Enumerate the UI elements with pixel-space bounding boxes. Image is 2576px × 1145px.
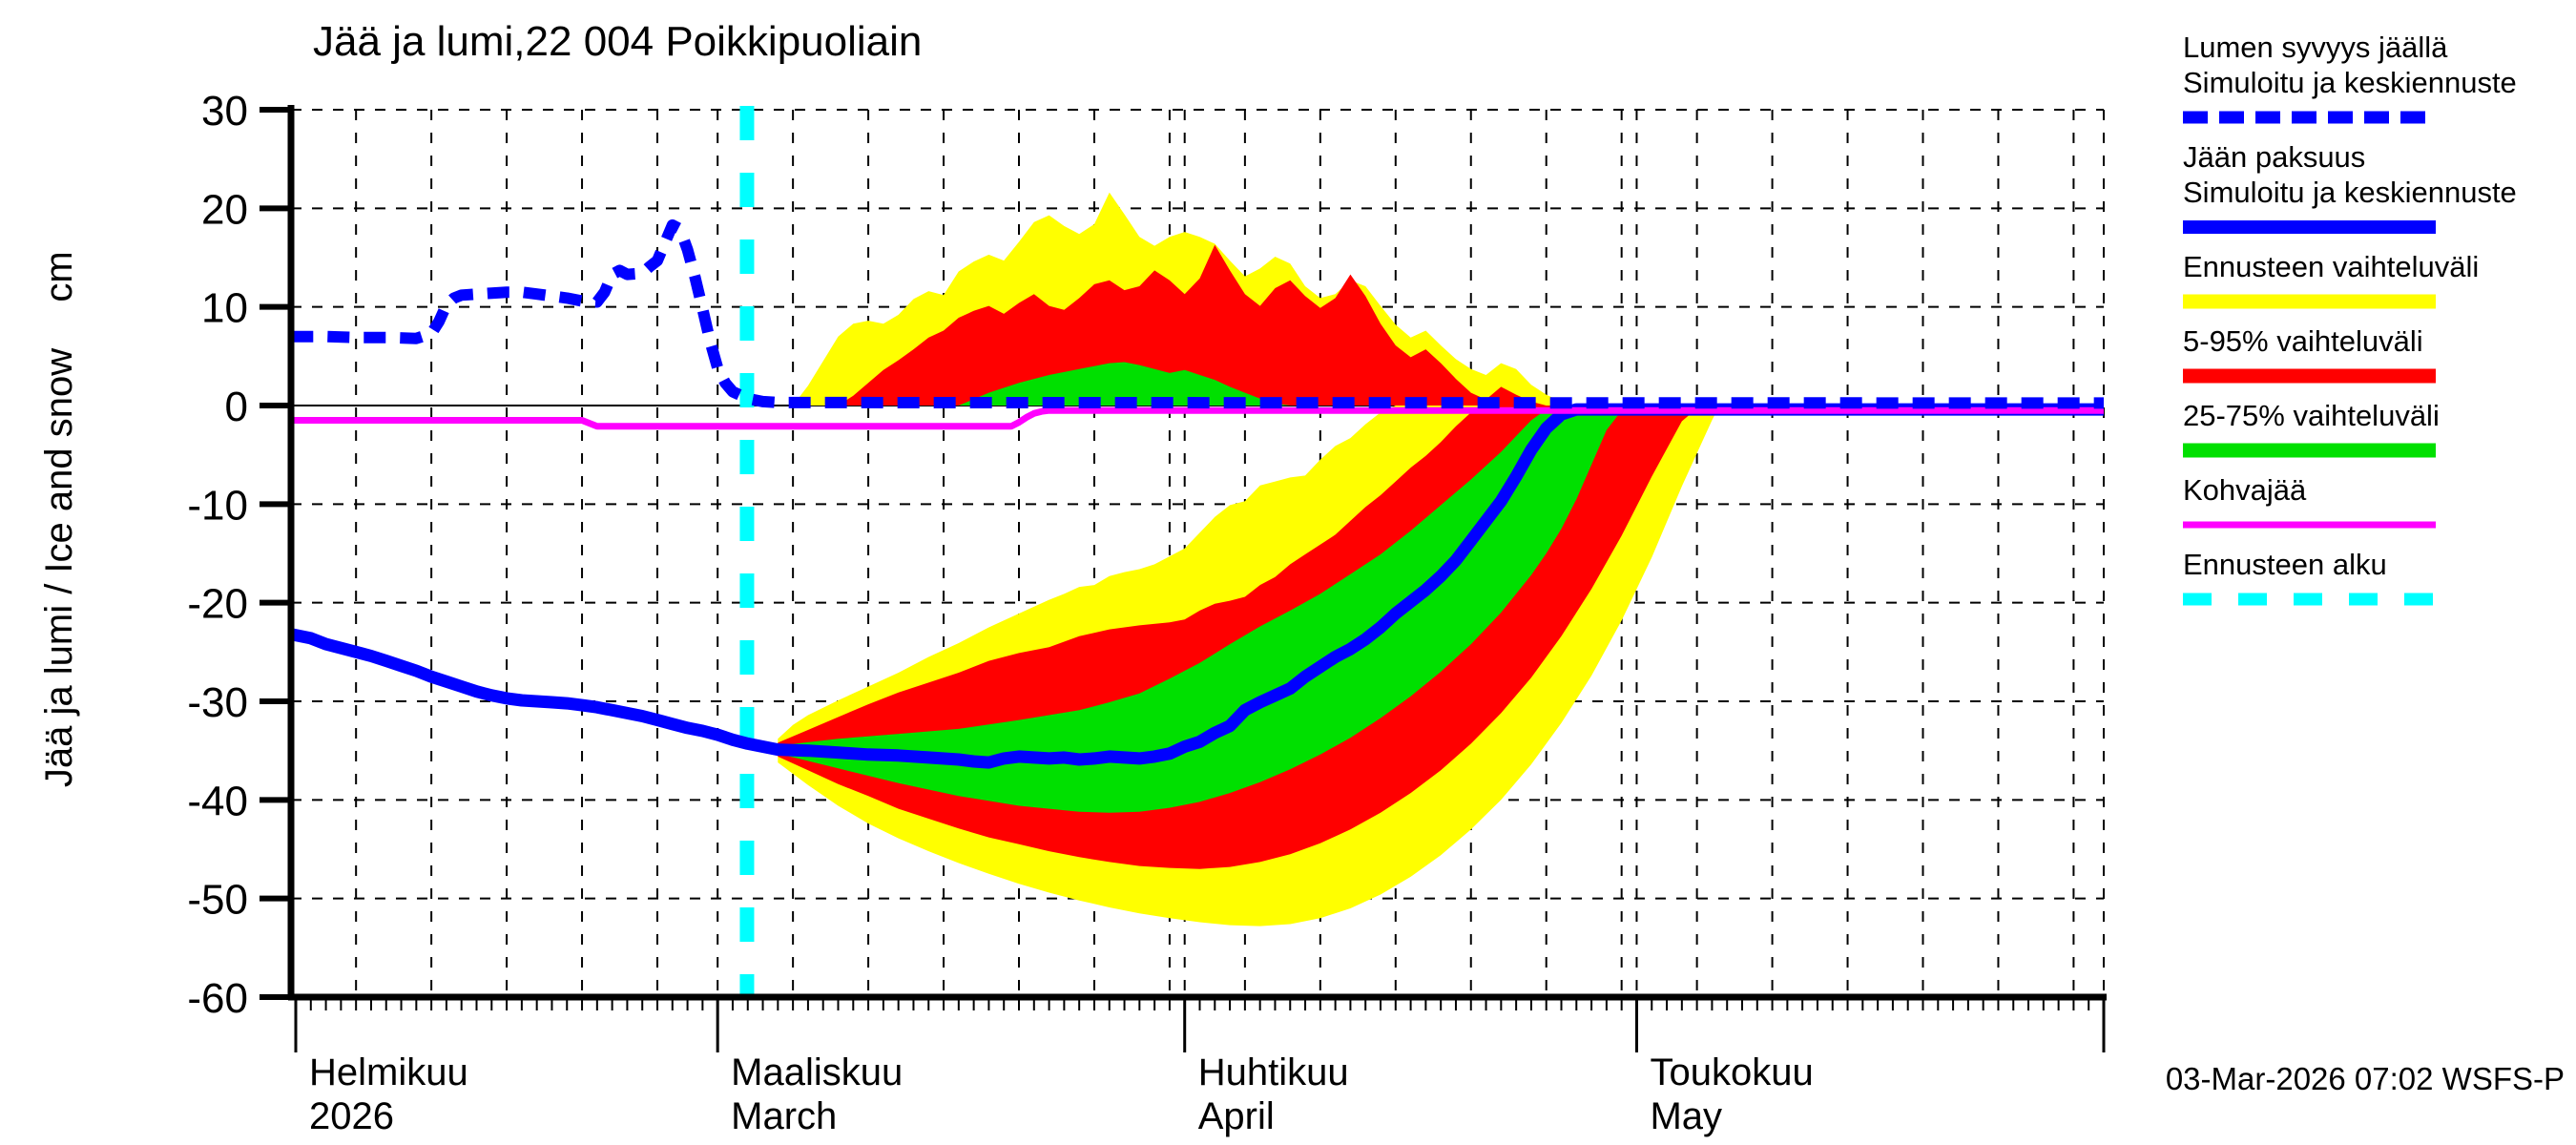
kohvajaa-line bbox=[291, 406, 2104, 430]
y-tick-label: 10 bbox=[201, 285, 248, 332]
data-lines bbox=[289, 219, 2105, 769]
y-tick-label: 20 bbox=[201, 186, 248, 233]
legend-label: Simuloitu ja keskiennuste bbox=[2183, 66, 2517, 99]
y-axis-unit: cm bbox=[38, 251, 80, 302]
snow-depth-line bbox=[290, 219, 2105, 409]
y-tick-label: -60 bbox=[187, 975, 248, 1022]
y-tick-label: -30 bbox=[187, 679, 248, 726]
y-tick-label: 0 bbox=[225, 384, 248, 430]
month-label-fi: Huhtikuu bbox=[1198, 1051, 1349, 1093]
chart-title: Jää ja lumi,22 004 Poikkipuoliain bbox=[313, 18, 922, 65]
y-tick-label: -40 bbox=[187, 778, 248, 824]
month-label-sub: May bbox=[1650, 1095, 1722, 1137]
y-tick-label: -10 bbox=[187, 482, 248, 529]
y-tick-label: -50 bbox=[187, 877, 248, 924]
footer-timestamp: 03-Mar-2026 07:02 WSFS-P bbox=[2166, 1061, 2565, 1096]
legend-label: Simuloitu ja keskiennuste bbox=[2183, 176, 2517, 209]
month-label-fi: Toukokuu bbox=[1650, 1051, 1813, 1093]
ice-thickness-line bbox=[289, 403, 2104, 769]
legend-label: 25-75% vaihteluväli bbox=[2183, 399, 2440, 432]
legend-label: Ennusteen alku bbox=[2183, 548, 2387, 581]
y-tick-label: -20 bbox=[187, 581, 248, 628]
month-label-sub: March bbox=[731, 1095, 837, 1137]
month-label-sub: April bbox=[1198, 1095, 1275, 1137]
uncertainty-bands bbox=[778, 192, 1720, 926]
legend-label: Lumen syvyys jäällä bbox=[2183, 31, 2448, 64]
legend-label: Ennusteen vaihteluväli bbox=[2183, 250, 2479, 283]
y-tick-label: 30 bbox=[201, 88, 248, 135]
month-label-sub: 2026 bbox=[309, 1095, 394, 1137]
snow-5-95-band bbox=[838, 244, 1547, 406]
legend-label: Kohvajää bbox=[2183, 473, 2307, 507]
axes-and-ticks bbox=[260, 105, 2107, 1052]
month-label-fi: Maaliskuu bbox=[731, 1051, 903, 1093]
legend-label: 5-95% vaihteluväli bbox=[2183, 324, 2423, 358]
snow-25-75-band bbox=[958, 362, 1291, 406]
legend-label: Jään paksuus bbox=[2183, 140, 2365, 174]
month-label-fi: Helmikuu bbox=[309, 1051, 468, 1093]
y-axis-label: Jää ja lumi / Ice and snow bbox=[38, 348, 80, 787]
